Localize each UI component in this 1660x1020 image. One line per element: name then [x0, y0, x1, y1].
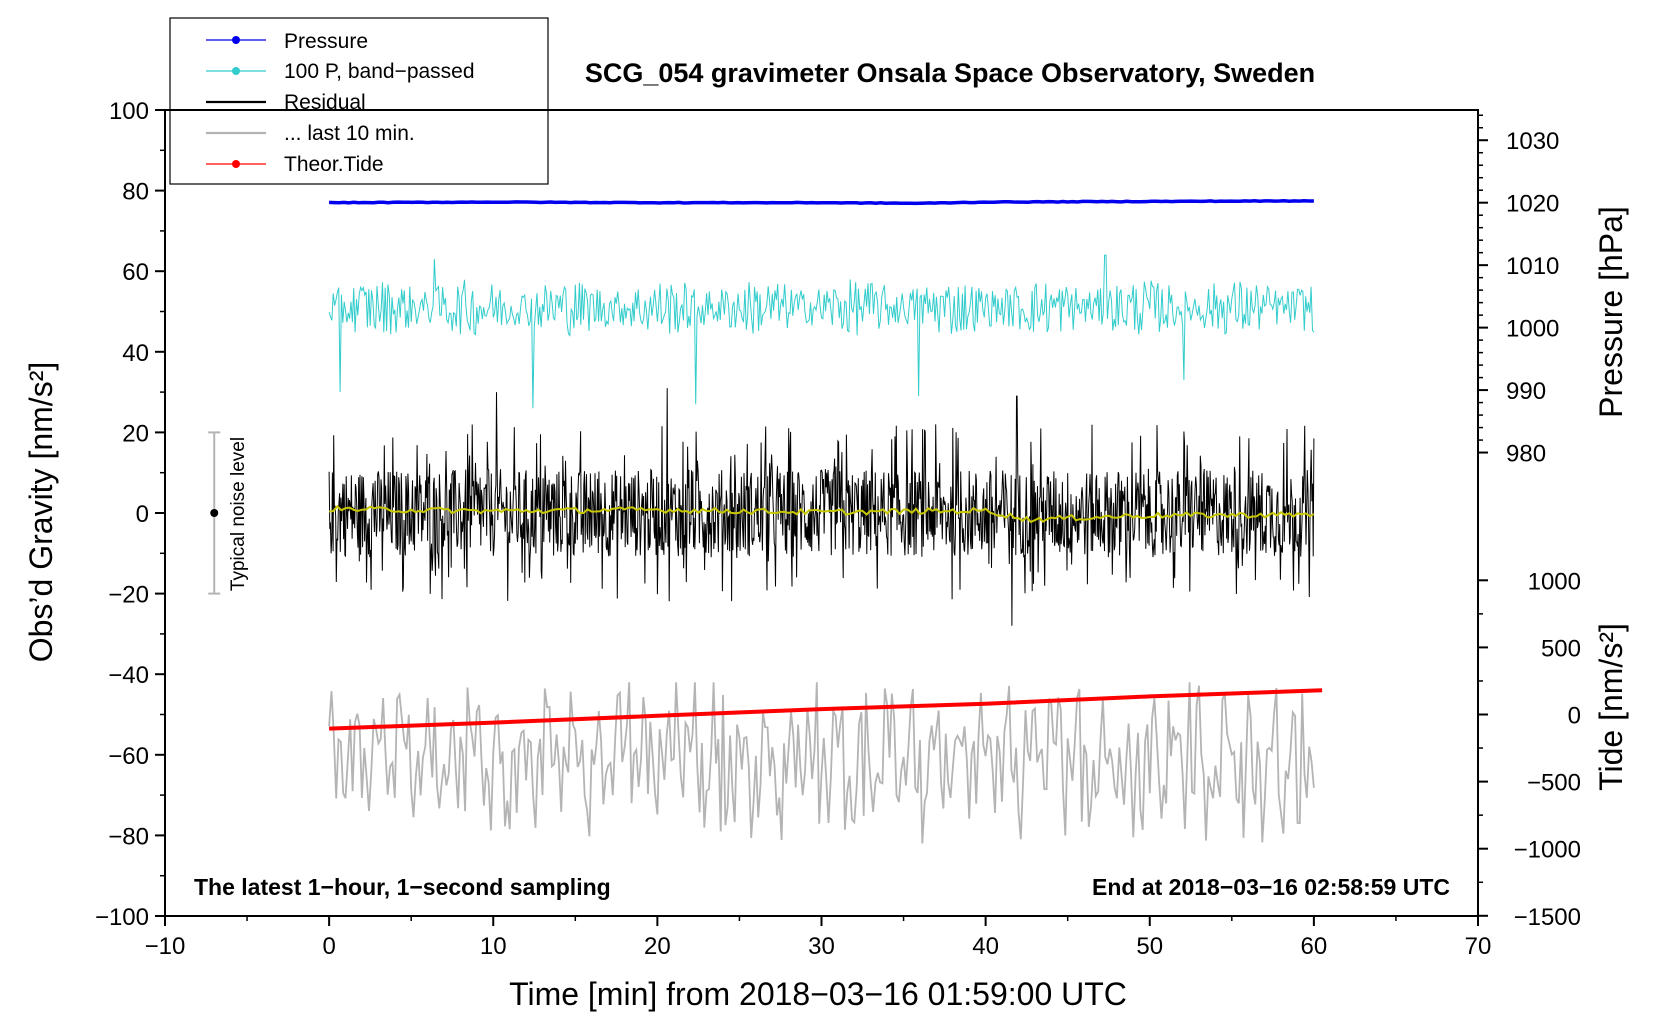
chart-title: SCG_054 gravimeter Onsala Space Observat… — [585, 58, 1315, 88]
x-tick-label: 60 — [1301, 933, 1328, 960]
legend-label-residual: Residual — [284, 91, 366, 114]
x-tick-label: 30 — [808, 933, 835, 960]
x-tick-label: −10 — [145, 933, 186, 960]
noise-level-indicator: Typical noise level — [208, 431, 249, 595]
legend-label-tide: Theor.Tide — [284, 153, 384, 176]
legend-label-bandpassed: 100 P, band−passed — [284, 60, 475, 83]
y-left-tick-label: −20 — [108, 582, 149, 609]
tide-tick-label: 500 — [1541, 635, 1581, 662]
y-left-tick-label: −40 — [108, 662, 149, 689]
noise-center-dot — [210, 509, 219, 517]
annotation-sampling: The latest 1−hour, 1−second sampling — [194, 874, 611, 900]
annotation-end-time: End at 2018−03−16 02:58:59 UTC — [1092, 874, 1450, 900]
pressure-tick-label: 980 — [1506, 441, 1546, 468]
y-left-tick-label: 80 — [122, 179, 149, 206]
pressure-tick-label: 1030 — [1506, 128, 1559, 155]
y-left-tick-label: 0 — [136, 501, 149, 528]
y-left-tick-label: −60 — [108, 743, 149, 770]
y-left-tick-label: 60 — [122, 259, 149, 286]
x-tick-label: 20 — [644, 933, 671, 960]
x-tick-label: 40 — [972, 933, 999, 960]
y-axis-label-gravity: Obs’d Gravity [nm/s²] — [23, 362, 59, 663]
noise-level-label: Typical noise level — [228, 437, 249, 591]
legend-label-pressure: Pressure — [284, 30, 368, 53]
pressure-tick-label: 1020 — [1506, 191, 1559, 218]
legend-marker-dot — [232, 67, 240, 75]
tide-tick-label: 0 — [1568, 703, 1581, 730]
legend: Pressure 100 P, band−passed Residual ...… — [169, 17, 549, 185]
series-last-10-min — [328, 682, 1315, 844]
series-bandpassed-pressure — [328, 254, 1315, 409]
x-tick-label: 50 — [1136, 933, 1163, 960]
tide-tick-label: −1500 — [1514, 904, 1581, 931]
series-pressure — [329, 198, 1314, 206]
x-axis-label: Time [min] from 2018−03−16 01:59:00 UTC — [509, 976, 1127, 1012]
series-residual — [328, 388, 1315, 626]
x-tick-label: 0 — [322, 933, 335, 960]
series-layer — [328, 198, 1323, 844]
pressure-tick-label: 1000 — [1506, 316, 1559, 343]
tide-tick-label: −1000 — [1514, 837, 1581, 864]
legend-marker-dot — [232, 36, 240, 44]
y-left-tick-label: 100 — [109, 98, 149, 125]
x-tick-label: 10 — [480, 933, 507, 960]
pressure-tick-label: 1010 — [1506, 253, 1559, 280]
legend-label-last10: ... last 10 min. — [284, 122, 415, 145]
tick-layer: −10 0 10 20 30 40 50 60 70−100−80−60−40−20020406… — [95, 98, 1581, 960]
y-left-tick-label: 40 — [122, 340, 149, 367]
y-left-tick-label: 20 — [122, 420, 149, 447]
x-tick-label: 70 — [1465, 933, 1492, 960]
y-left-tick-label: −100 — [95, 904, 149, 931]
y-left-tick-label: −80 — [108, 823, 149, 850]
series-residual-mean — [328, 504, 1315, 524]
series-theoretical-tide — [329, 688, 1323, 731]
y-axis-label-pressure: Pressure [hPa] — [1593, 206, 1629, 418]
legend-marker-dot — [232, 160, 240, 168]
pressure-tick-label: 990 — [1506, 378, 1546, 405]
tide-tick-label: −500 — [1527, 770, 1581, 797]
y-axis-label-tide: Tide [nm/s²] — [1593, 623, 1629, 791]
tide-tick-label: 1000 — [1528, 568, 1581, 595]
